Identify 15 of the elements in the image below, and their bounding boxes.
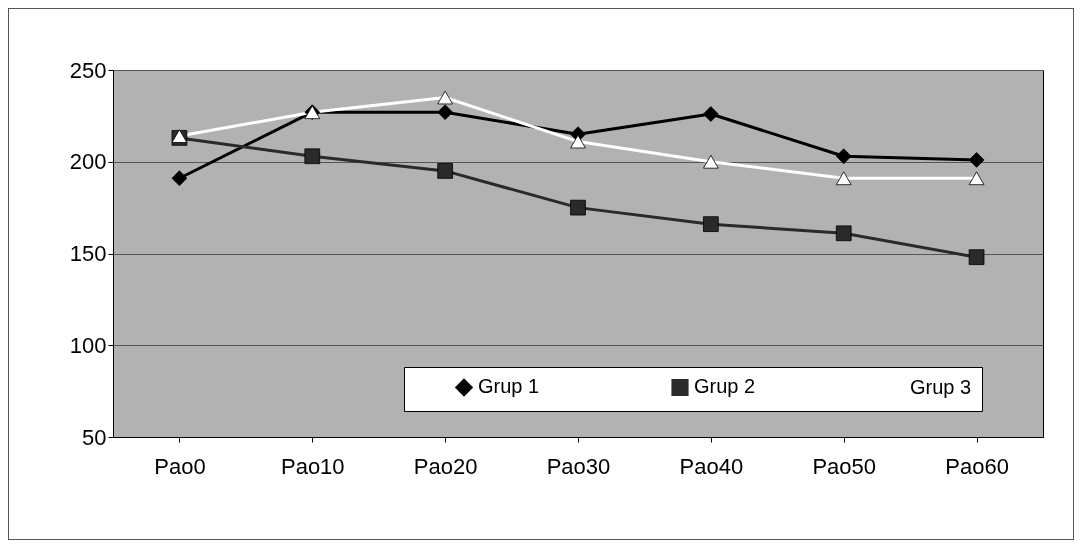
y-tick-label: 150 [69, 241, 107, 266]
legend-label: Grup 1 [478, 375, 540, 398]
x-tick-label: Pao0 [154, 453, 206, 479]
x-tick-label: Pao50 [812, 453, 877, 479]
x-tick-label: Pao10 [280, 453, 345, 479]
x-tick-label: Pao30 [546, 453, 611, 479]
y-tick-label: 50 [82, 424, 107, 450]
y-tick-label: 200 [69, 149, 107, 175]
x-tick-label: Pao40 [679, 453, 744, 479]
legend-label: Grup 2 [694, 375, 756, 398]
y-tick-label: 250 [69, 57, 107, 83]
y-tick-label: 100 [69, 332, 107, 358]
x-tick-label: Pao20 [413, 453, 478, 479]
text: Grup 3 [910, 375, 972, 398]
x-tick-label: Pao60 [945, 453, 1009, 479]
